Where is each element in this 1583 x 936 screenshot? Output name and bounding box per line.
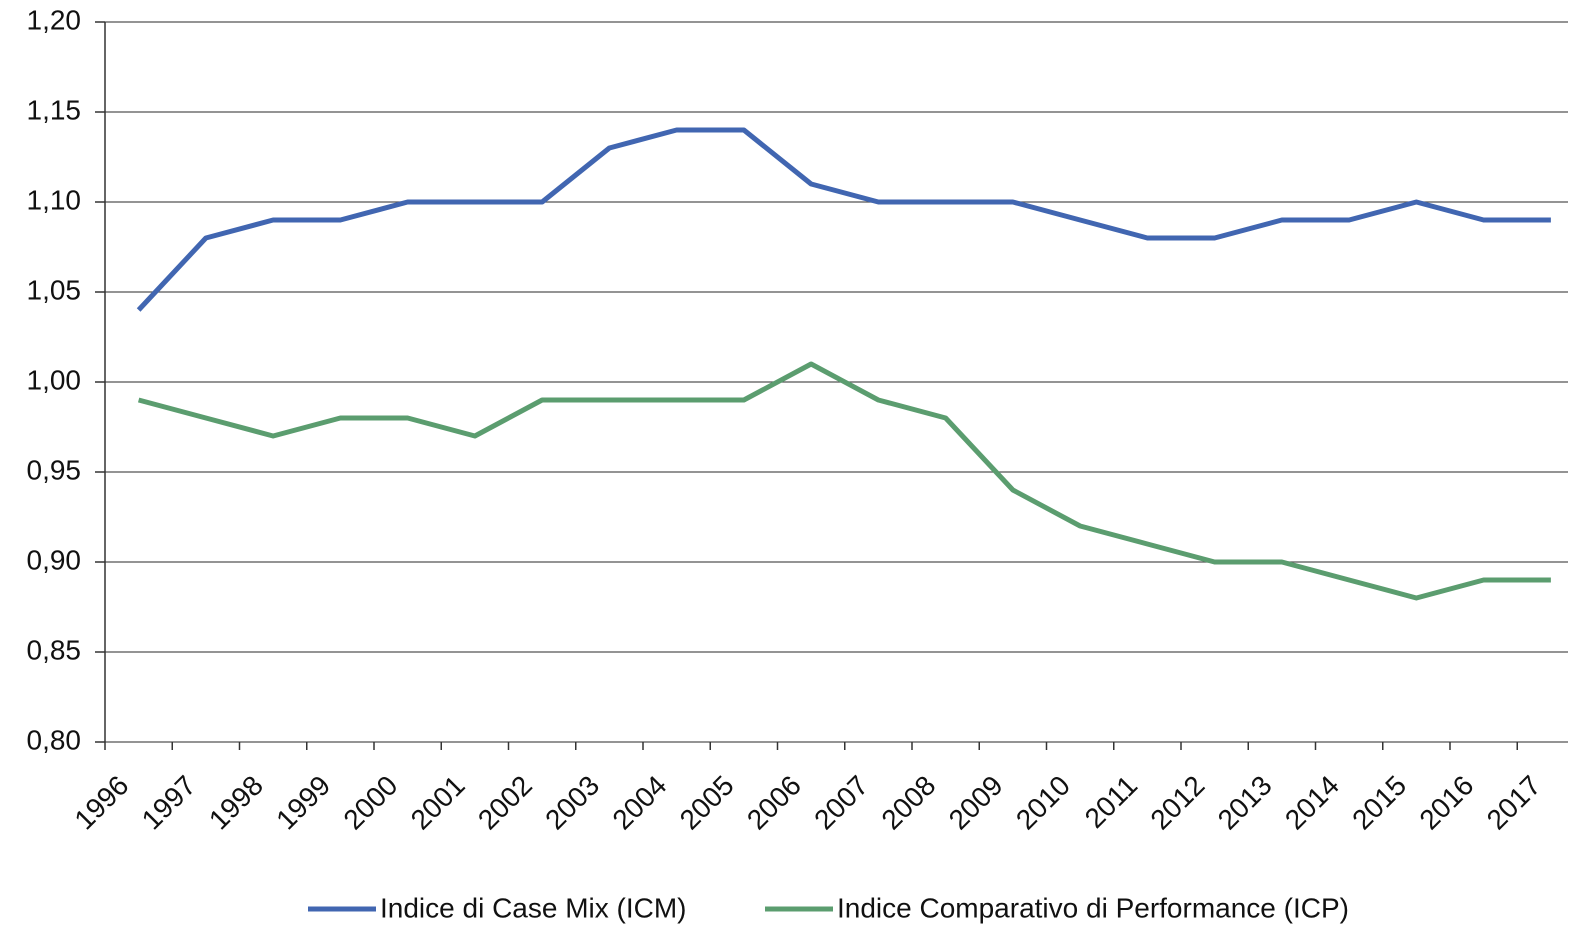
x-tick-label: 2004: [606, 770, 672, 836]
x-tick-label: 2007: [808, 770, 874, 836]
legend-label: Indice Comparativo di Performance (ICP): [837, 892, 1349, 923]
y-tick-label: 0,95: [27, 454, 82, 485]
x-tick-label: 1998: [203, 770, 269, 836]
x-tick-label: 2008: [875, 770, 941, 836]
x-tick-label: 1999: [270, 770, 336, 836]
y-tick-label: 0,85: [27, 634, 82, 665]
y-tick-label: 1,00: [27, 364, 82, 395]
y-tick-label: 1,05: [27, 274, 82, 305]
x-tick-label: 2002: [472, 770, 538, 836]
data-line: [137, 361, 1551, 601]
y-tick-label: 1,10: [27, 184, 82, 215]
x-tick-label: 2016: [1413, 770, 1479, 836]
x-tick-label: 1996: [68, 770, 134, 836]
x-tick-label: 2014: [1279, 770, 1345, 836]
y-tick-label: 0,90: [27, 544, 82, 575]
x-tick-label: 2011: [1079, 770, 1144, 835]
x-tick-label: 2003: [539, 770, 605, 836]
y-tick-label: 0,80: [27, 724, 82, 755]
x-tick-label: 2009: [943, 770, 1009, 836]
y-tick-label: 1,15: [27, 94, 82, 125]
data-line: [136, 127, 1551, 312]
x-tick-label: 2015: [1346, 770, 1412, 836]
x-tick-label: 2000: [337, 770, 403, 836]
x-tick-label: 2010: [1010, 770, 1076, 836]
legend-label: Indice di Case Mix (ICM): [380, 892, 687, 923]
x-tick-label: 2006: [741, 770, 807, 836]
x-tick-label: 2013: [1212, 770, 1278, 836]
x-tick-label: 2005: [674, 770, 740, 836]
x-tick-label: 1997: [136, 770, 202, 836]
y-tick-label: 1,20: [27, 4, 82, 35]
x-tick-label: 2001: [405, 770, 471, 836]
x-tick-label: 2012: [1144, 770, 1210, 836]
x-tick-label: 2017: [1481, 770, 1547, 836]
